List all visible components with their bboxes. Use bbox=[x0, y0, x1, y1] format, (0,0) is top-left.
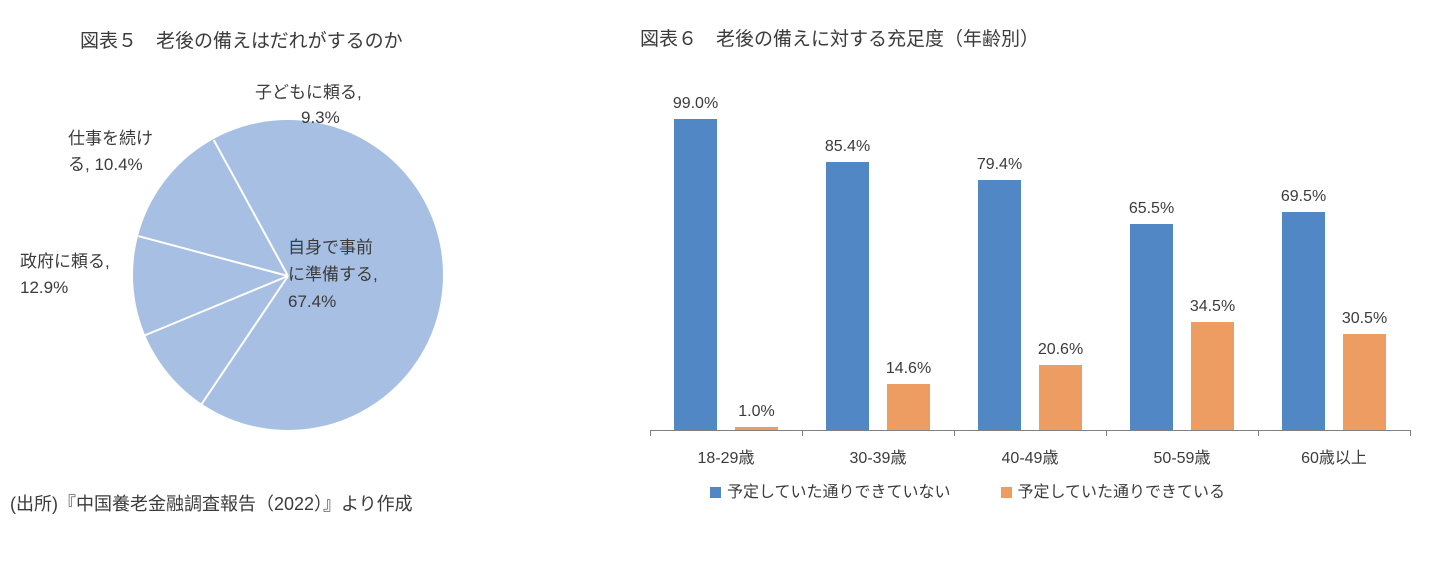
pie-label-work: 仕事を続ける, 10.4% bbox=[68, 126, 153, 177]
chart6-category-label: 60歳以上 bbox=[1274, 444, 1394, 468]
chart6-x-axis bbox=[650, 430, 1410, 431]
chart6-value-s0: 65.5% bbox=[1102, 200, 1202, 218]
chart6-value-s0: 79.4% bbox=[950, 156, 1050, 174]
chart6-bar-s1 bbox=[1191, 322, 1234, 430]
chart6-category-label: 30-39歳 bbox=[818, 444, 938, 468]
chart5-title: 図表５ 老後の備えはだれがするのか bbox=[80, 26, 403, 53]
chart6-bar-s1 bbox=[887, 384, 930, 430]
chart6-tick bbox=[650, 430, 651, 436]
chart6-value-s1: 34.5% bbox=[1163, 298, 1263, 316]
chart6-bar-s1 bbox=[735, 427, 778, 430]
chart6-category-label: 40-49歳 bbox=[970, 444, 1090, 468]
chart6-bar-s0 bbox=[1130, 224, 1173, 430]
legend-swatch bbox=[1001, 487, 1012, 498]
chart6-value-s1: 30.5% bbox=[1315, 310, 1415, 328]
pie-label-self: 自身で事前に準備する,67.4% bbox=[288, 234, 378, 316]
pie-label-children-val: 9.3% bbox=[301, 105, 340, 131]
chart6-bar-s1 bbox=[1343, 334, 1386, 430]
legend-label: 予定していた通りできている bbox=[1018, 484, 1226, 501]
chart6-tick bbox=[954, 430, 955, 436]
chart6-title: 図表６ 老後の備えに対する充足度（年齢別） bbox=[640, 24, 1039, 51]
chart6-value-s0: 85.4% bbox=[798, 138, 898, 156]
chart6-value-s0: 99.0% bbox=[646, 95, 746, 113]
chart6-tick bbox=[802, 430, 803, 436]
chart6-bar-s0 bbox=[826, 162, 869, 430]
chart6-value-s1: 1.0% bbox=[707, 403, 807, 421]
chart6-bar-s0 bbox=[674, 119, 717, 430]
pie-label-gov: 政府に頼る,12.9% bbox=[20, 249, 110, 300]
chart5-source: (出所)『中国養老金融調査報告（2022）』より作成 bbox=[10, 490, 413, 516]
chart6-value-s0: 69.5% bbox=[1254, 188, 1354, 206]
chart6-legend-item-0: 予定していた通りできていない bbox=[710, 484, 951, 501]
chart6-value-s1: 14.6% bbox=[859, 360, 959, 378]
chart6-tick bbox=[1106, 430, 1107, 436]
chart6-legend: 予定していた通りできていない 予定していた通りできている bbox=[710, 478, 1410, 502]
chart6-tick bbox=[1410, 430, 1411, 436]
chart6-bar-s0 bbox=[978, 180, 1021, 430]
chart6-category-label: 50-59歳 bbox=[1122, 444, 1242, 468]
chart6-category-label: 18-29歳 bbox=[666, 444, 786, 468]
legend-swatch bbox=[710, 487, 721, 498]
chart6-value-s1: 20.6% bbox=[1011, 341, 1111, 359]
pie-label-children: 子どもに頼る, bbox=[255, 80, 362, 106]
legend-label: 予定していた通りできていない bbox=[727, 484, 951, 501]
chart6-legend-item-1: 予定していた通りできている bbox=[1001, 484, 1226, 501]
chart6-bar-s1 bbox=[1039, 365, 1082, 430]
chart6-tick bbox=[1258, 430, 1259, 436]
